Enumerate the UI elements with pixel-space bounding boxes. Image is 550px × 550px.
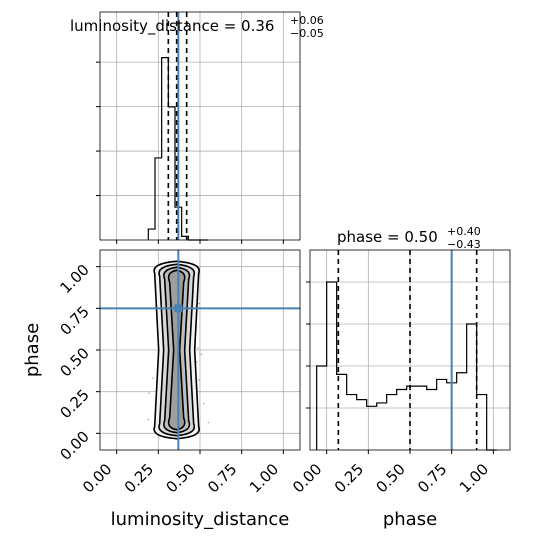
scatter-xtick-label: 0.75: [204, 460, 240, 496]
scatter-point: [152, 377, 154, 379]
luminosity-distance-quantile-lines: [167, 12, 188, 240]
x-axis-label-phase: phase: [383, 509, 437, 530]
x-axis-label-luminosity-distance: luminosity_distance: [111, 509, 290, 530]
luminosity-distance-title-main: luminosity_distance = 0.36: [70, 17, 274, 36]
luminosity-distance-title: luminosity_distance = 0.36: [70, 17, 274, 36]
phase-hist-xtick-label: 0.50: [372, 460, 408, 496]
phase-hist-bars: [316, 281, 497, 451]
scatter-ytick-label: 1.00: [56, 261, 92, 297]
phase-title-upper: +0.40: [447, 225, 481, 238]
scatter-point: [148, 392, 150, 395]
y-axis-label-phase: phase: [22, 323, 43, 377]
scatter-contours: [153, 260, 200, 440]
phase-hist-step: [316, 281, 497, 451]
scatter-ytick-label: 0.25: [56, 386, 92, 422]
scatter-point: [200, 353, 203, 356]
luminosity-distance-hist-grid: [100, 12, 300, 240]
scatter-ytick-label: 0.75: [56, 302, 92, 338]
scatter-point: [198, 302, 200, 305]
scatter-truth-lines: [100, 250, 300, 450]
scatter-xtick-label: 0.00: [79, 460, 115, 496]
scatter-ytick-label: 0.00: [56, 427, 92, 463]
scatter-point: [195, 361, 198, 363]
scatter-xtick-label: 0.25: [121, 460, 157, 496]
phase-hist-xtick-label: 1.00: [456, 460, 492, 496]
phase-hist-xtick-label: 0.25: [331, 460, 367, 496]
scatter-truth-marker: [174, 304, 183, 313]
luminosity-distance-histogram-panel: luminosity_distance = 0.36 +0.06 −0.05: [70, 11, 324, 244]
phase-histogram-panel: 0.00 0.25 0.50 0.75 1.00 phase = 0.50 +0.40 …: [289, 225, 511, 530]
scatter-xtick-label: 1.00: [246, 460, 282, 496]
luminosity-distance-title-upper: +0.06: [290, 14, 324, 27]
scatter-grid: [100, 250, 300, 450]
phase-hist-ticks: 0.00 0.25 0.50 0.75 1.00: [289, 281, 494, 496]
scatter-xtick-label: 0.50: [162, 460, 198, 496]
scatter-panel: 0.000.000.250.250.500.500.750.751.001.00…: [22, 249, 301, 530]
scatter-ytick-label: 0.50: [56, 344, 92, 380]
scatter-point: [147, 418, 150, 421]
scatter-point: [207, 421, 210, 424]
scatter-point: [197, 347, 199, 349]
phase-title: phase = 0.50: [337, 228, 438, 246]
luminosity-distance-hist-ticks: [96, 61, 284, 244]
scatter-point: [198, 379, 200, 381]
phase-title-lower: −0.43: [447, 238, 481, 251]
phase-title-main: phase = 0.50: [337, 228, 438, 246]
luminosity-distance-title-lower: −0.05: [290, 27, 324, 40]
phase-quantile-lines: [337, 250, 478, 450]
phase-hist-xtick-label: 0.00: [289, 460, 325, 496]
scatter-point: [203, 402, 205, 405]
phase-hist-xtick-label: 0.75: [414, 460, 450, 496]
